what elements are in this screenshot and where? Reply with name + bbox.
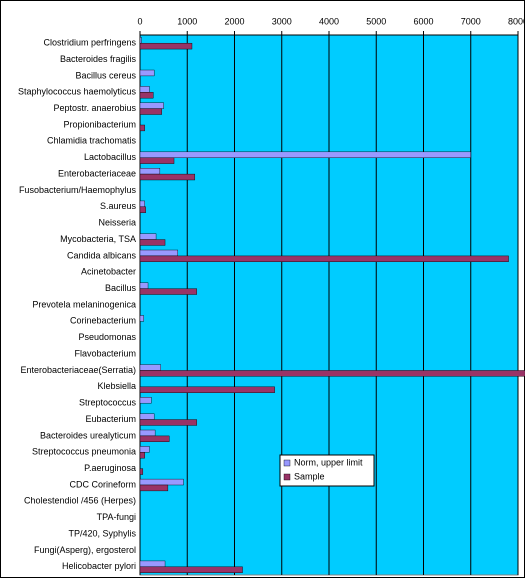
bar <box>139 86 150 93</box>
bar <box>139 200 145 208</box>
bar <box>139 397 152 404</box>
y-tick-label: Chlamidia trachomatis <box>47 136 137 146</box>
y-tick-label: Streptococcus pneumonia <box>32 447 136 457</box>
y-tick-label: Clostridium perfringens <box>43 38 136 48</box>
legend-label: Norm, upper limit <box>294 457 363 467</box>
x-tick-label: 7000 <box>461 16 481 26</box>
bar <box>139 282 149 289</box>
y-tick-label: Staphylococcus haemolyticus <box>18 87 137 97</box>
x-tick-label: 6000 <box>413 16 433 26</box>
bar <box>139 468 144 475</box>
bar <box>139 364 161 371</box>
y-tick-label: Bacteroides fragilis <box>60 54 137 64</box>
y-tick-label: Bacillus cereus <box>75 70 136 80</box>
y-tick-label: TPA-fungi <box>97 512 136 522</box>
bar <box>139 435 170 442</box>
bar <box>139 288 197 295</box>
legend-label: Sample <box>294 471 325 481</box>
y-tick-label: P.aeruginosa <box>84 463 136 473</box>
bar <box>139 151 471 158</box>
y-tick-label: Cholestendiol /456 (Herpes) <box>24 496 136 506</box>
x-tick-label: 0 <box>137 16 142 26</box>
y-tick-label: Neisseria <box>98 218 136 228</box>
y-tick-label: Enterobacteriaceae(Serratia) <box>20 365 136 375</box>
bar <box>139 446 150 453</box>
x-tick-label: 1000 <box>177 16 197 26</box>
bar <box>139 429 156 437</box>
bar <box>139 249 178 257</box>
y-tick-label: Fungi(Asperg), ergosterol <box>34 545 136 555</box>
bar <box>139 69 155 77</box>
bar <box>139 92 154 99</box>
bar <box>139 419 197 426</box>
bar <box>139 478 184 486</box>
y-tick-label: Corinebacterium <box>70 316 136 326</box>
y-tick-label: Mycobacteria, TSA <box>60 234 136 244</box>
x-tick-label: 5000 <box>366 16 386 26</box>
bar <box>139 42 193 50</box>
bar <box>139 239 166 246</box>
y-tick-label: Prevotela melaninogenica <box>32 299 136 309</box>
y-tick-label: CDC Corineform <box>69 479 136 489</box>
y-tick-label: Fusobacterium/Haemophylus <box>19 185 137 195</box>
x-tick-label: 8000 <box>508 16 525 26</box>
y-tick-label: S.aureus <box>100 201 137 211</box>
bar <box>139 560 166 568</box>
y-tick-label: Helicobacter pylori <box>62 561 136 571</box>
bar <box>139 413 155 420</box>
bar <box>139 108 162 115</box>
legend-box <box>279 454 375 487</box>
y-tick-label: Streptococcus <box>79 398 137 408</box>
bar <box>139 370 525 377</box>
y-tick-label: Acinetobacter <box>81 267 136 277</box>
y-tick-label: Lactobacillus <box>84 152 137 162</box>
y-tick-label: Bacteroides urealyticum <box>40 430 136 440</box>
legend-swatch <box>283 459 291 467</box>
bar <box>139 206 146 213</box>
y-tick-label: Pseudomonas <box>78 332 136 342</box>
bar <box>139 157 175 164</box>
bar <box>139 173 196 181</box>
y-tick-label: Propionibacterium <box>63 119 136 129</box>
bar <box>139 167 161 175</box>
bar <box>139 315 144 322</box>
y-tick-label: Peptostr. anaerobius <box>53 103 136 113</box>
bar <box>139 102 164 109</box>
y-tick-label: Flavobacterium <box>74 348 136 358</box>
bar <box>139 484 169 492</box>
y-tick-label: Candida albicans <box>67 250 137 260</box>
y-tick-label: Eubacterium <box>85 414 136 424</box>
legend-swatch <box>283 473 291 481</box>
y-tick-label: Bacillus <box>105 283 137 293</box>
bar <box>139 386 275 393</box>
bar <box>139 452 145 459</box>
bar <box>139 566 243 573</box>
x-tick-label: 2000 <box>224 16 244 26</box>
bar <box>139 37 142 44</box>
bar <box>139 124 145 132</box>
x-tick-label: 3000 <box>272 16 292 26</box>
y-tick-label: Klebsiella <box>97 381 136 391</box>
bar <box>139 255 509 262</box>
y-tick-label: Enterobacteriaceae <box>58 168 136 178</box>
x-tick-label: 4000 <box>319 16 339 26</box>
y-tick-label: TP/420, Syphylis <box>68 528 136 538</box>
bar <box>139 233 157 240</box>
